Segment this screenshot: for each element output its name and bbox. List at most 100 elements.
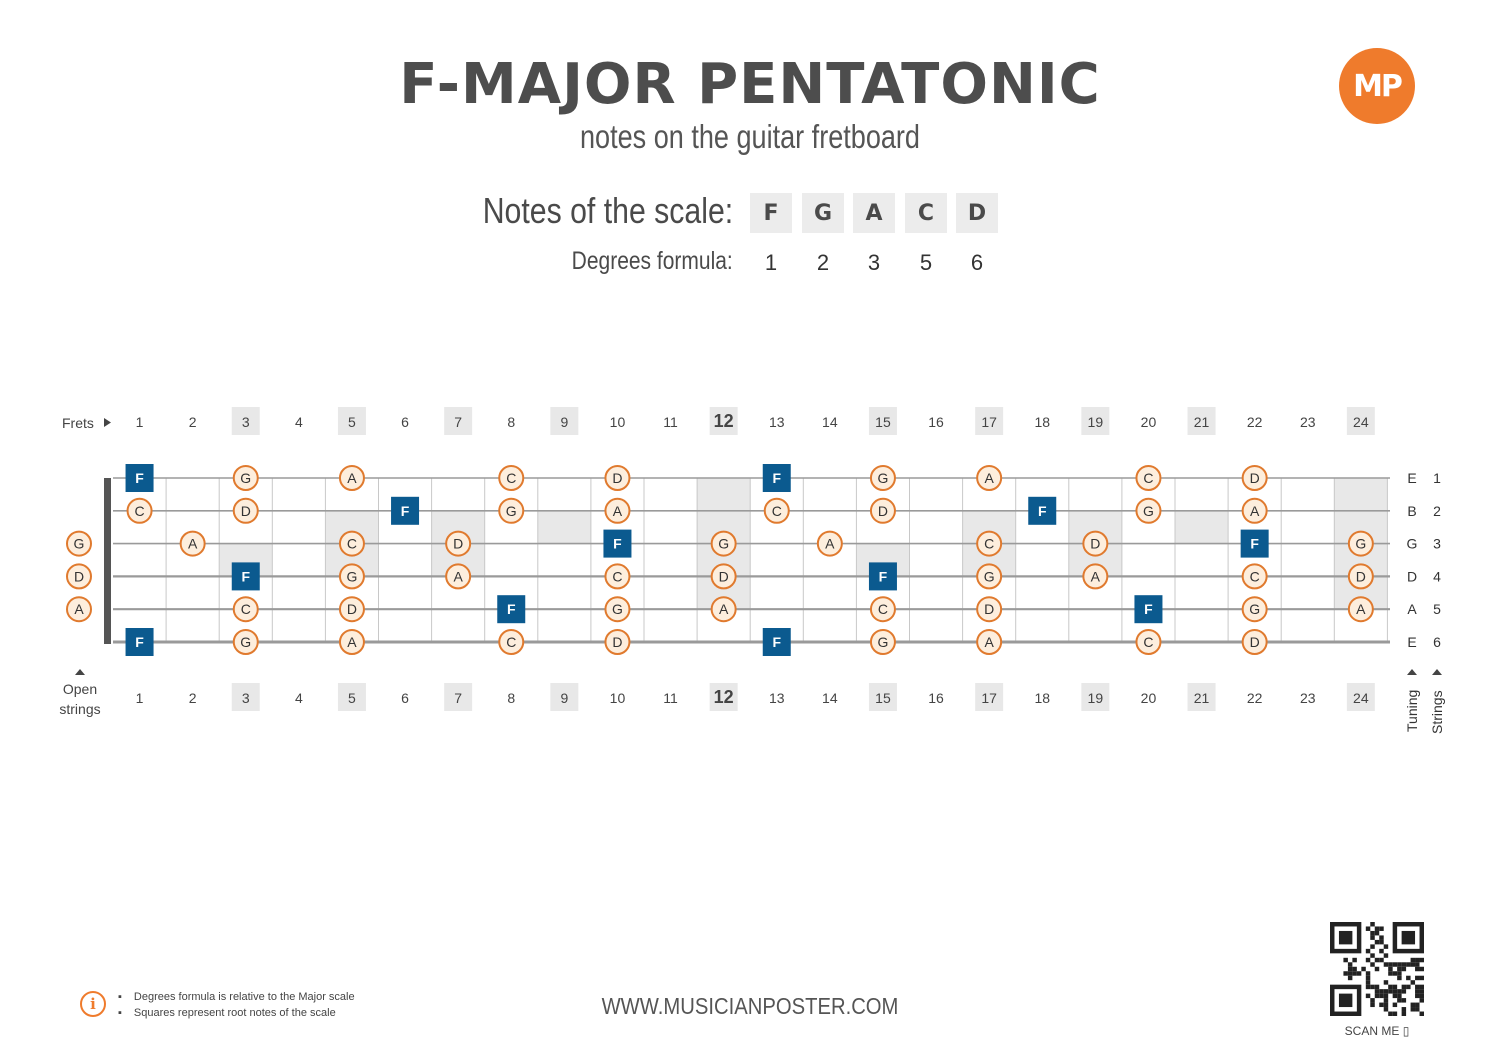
phone-icon: ▯ [1402,1024,1410,1038]
fret-number-bottom: 22 [1247,690,1263,706]
note-circle [498,629,525,655]
note-label: D [241,503,251,519]
root-note-square [1028,496,1057,525]
fret-number-top: 14 [822,414,838,430]
fret-marker-box [337,407,366,435]
fret-number-bottom: 16 [928,690,944,706]
scan-me-label: SCAN ME ▯ [1344,1024,1410,1038]
root-note-square [603,529,632,558]
brand-logo[interactable]: MP [1339,48,1415,124]
note-circle [1347,596,1374,623]
string-number: 3 [1433,536,1441,552]
fret-marker-box [1081,407,1110,435]
root-note-square [231,562,260,591]
fret-inlay-marker [1175,511,1229,545]
fret-number-bottom: 19 [1088,690,1104,706]
fret-number-top: 2 [189,414,197,430]
arrow-up-icon [75,669,85,675]
scale-note-box: G [802,193,844,233]
note-circle [1241,629,1268,655]
note-circle [232,497,259,524]
string-number: 1 [1433,470,1441,486]
note-circle [604,596,631,623]
root-note-label: F [135,470,144,486]
note-circle [816,530,843,557]
note-label: D [984,601,994,617]
note-circle [710,530,737,557]
degree-value: 3 [867,250,881,275]
note-label: G [878,634,889,650]
fret-number-bottom: 23 [1300,690,1316,706]
page-subtitle: notes on the guitar fretboard [580,118,920,155]
string-tuning: A [1407,601,1417,617]
fret-inlay-marker [537,511,591,545]
scale-note-box: C [905,193,947,233]
fret-marker-box [550,407,579,435]
root-note-square [762,628,791,656]
fret-number-bottom: 20 [1141,690,1157,706]
note-label: C [1143,470,1153,486]
note-circle [710,596,737,623]
string-tuning: G [1407,536,1418,552]
note-label: A [74,601,84,617]
root-note-square [1240,529,1269,558]
fret-number-bottom: 5 [348,690,356,706]
note-circle [232,629,259,655]
note-circle [604,465,631,491]
fret-marker-box [1346,683,1375,711]
root-note-label: F [772,470,781,486]
fret-number-top: 6 [401,414,409,430]
note-label: A [347,470,357,486]
note-label: D [347,601,357,617]
note-circle [232,465,259,491]
fret-number-top: 10 [610,414,626,430]
fret-marker-box [1081,683,1110,711]
note-label: C [1143,634,1153,650]
note-circle [1347,530,1374,557]
fret-marker-box [1187,407,1216,435]
note-circle [869,497,896,524]
note-circle [498,465,525,491]
fret-number-bottom: 8 [507,690,515,706]
note-circle [976,563,1003,590]
fretboard-diagram: 1 2 3 4 5 6 7 8 9 10 11 12 13 14 15 16 17 18 19 20 21 22 23 241… [59,407,1445,734]
fret-number-top: 1 [136,414,144,430]
fret-marker-box [1187,683,1216,711]
note-circle [976,596,1003,623]
note-circle [1241,563,1268,590]
degrees-formula-label: Degrees formula: [571,247,733,275]
note-label: D [1090,536,1100,552]
note-circle [710,563,737,590]
note-circle [1241,497,1268,524]
fret-number-top: 9 [560,414,568,430]
string-tuning: E [1407,634,1416,650]
qr-code-icon[interactable] [1330,922,1424,1016]
string-number: 6 [1433,634,1441,650]
fret-number-top: 3 [242,414,250,430]
fret-marker-box [444,683,473,711]
arrow-right-icon [104,418,111,427]
scale-note-box: D [956,193,998,233]
fret-number-bottom: 9 [560,690,568,706]
note-label: A [1250,503,1260,519]
note-label: C [772,503,782,519]
open-strings-label: Open [63,681,97,697]
fret-number-top: 21 [1194,414,1210,430]
page-title: F-MAJOR PENTATONIC [399,52,1101,117]
fret-marker-box [868,683,897,711]
fret-number-bottom: 3 [242,690,250,706]
note-label: C [241,601,251,617]
footer-note: Squares represent root notes of the scal… [118,1005,355,1021]
note-label: G [612,601,623,617]
string-tuning: B [1407,503,1416,519]
root-note-square [125,464,154,492]
fret-number-bottom: 13 [769,690,785,706]
note-circle [604,629,631,655]
fret-number-top: 22 [1247,414,1263,430]
note-circle [445,530,472,557]
note-label: D [453,536,463,552]
strings-label: Strings [1429,690,1445,734]
string-tuning: E [1407,470,1416,486]
note-label: A [984,470,994,486]
website-link[interactable]: WWW.MUSICIANPOSTER.COM [601,993,899,1019]
